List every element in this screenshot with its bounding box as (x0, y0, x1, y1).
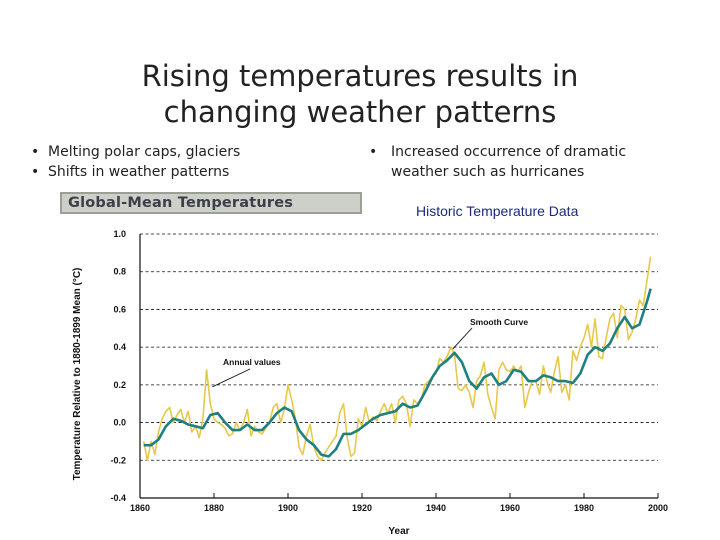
bullet-dramatic-weather-line-1: Increased occurrence of dramatic (391, 144, 627, 160)
y-tick-label-7: 1.0 (113, 229, 126, 239)
bullet-dramatic-weather-line-2: weather such as hurricanes (391, 164, 585, 180)
x-tick-label-2: 1900 (278, 503, 298, 513)
left-bullet-list: Melting polar caps, glaciers Shifts in w… (28, 142, 240, 182)
series-line-0 (142, 256, 652, 462)
y-tick-label-5: 0.6 (113, 304, 126, 314)
annotation-annual-values: Annual values (223, 357, 281, 367)
grid-lines (140, 233, 658, 461)
slide-title-line-1: Rising temperatures results in (141, 59, 579, 93)
bullet-dramatic-weather: Increased occurrence of dramatic weather… (366, 142, 626, 182)
x-tick-label-5: 1960 (500, 503, 520, 513)
y-tick-label-0: -0.4 (110, 493, 126, 503)
annotation-annual-leader (212, 368, 251, 388)
chart-series (142, 256, 652, 462)
x-tick-label-7: 2000 (648, 503, 668, 513)
x-tick-label-4: 1940 (426, 503, 446, 513)
y-tick-label-2: 0.0 (113, 418, 126, 428)
chart-labels: -0.4 -0.2 0.0 0.2 0.4 0.6 0.8 1.0 1860 1880 1900 19… (110, 229, 668, 513)
bullet-weather-shifts: Shifts in weather patterns (28, 162, 240, 182)
slide-title: Rising temperatures results in changing … (0, 58, 720, 130)
annotation-smooth-curve: Smooth Curve (470, 317, 528, 327)
right-bullet-list: Increased occurrence of dramatic weather… (366, 142, 626, 182)
bullet-melting-polar-caps: Melting polar caps, glaciers (28, 142, 240, 162)
x-tick-label-6: 1980 (574, 503, 594, 513)
x-tick-label-3: 1920 (352, 503, 372, 513)
chart-title-banner: Global-Mean Temperatures (60, 192, 362, 214)
x-tick-label-1: 1880 (204, 503, 224, 513)
y-axis-label: Temperature Relative to 1880-1899 Mean (… (72, 268, 83, 481)
chart-axes (139, 234, 659, 499)
x-axis-label: Year (388, 526, 409, 537)
y-tick-label-4: 0.4 (113, 342, 126, 352)
x-tick-label-0: 1860 (130, 503, 150, 513)
y-tick-label-6: 0.8 (113, 267, 126, 277)
y-tick-label-3: 0.2 (113, 380, 126, 390)
chart-caption: Historic Temperature Data (416, 203, 579, 219)
series-line-1 (143, 288, 652, 458)
slide-title-line-2: changing weather patterns (163, 95, 557, 129)
y-tick-label-1: -0.2 (110, 455, 126, 465)
annotation-smooth-leader (452, 327, 473, 350)
